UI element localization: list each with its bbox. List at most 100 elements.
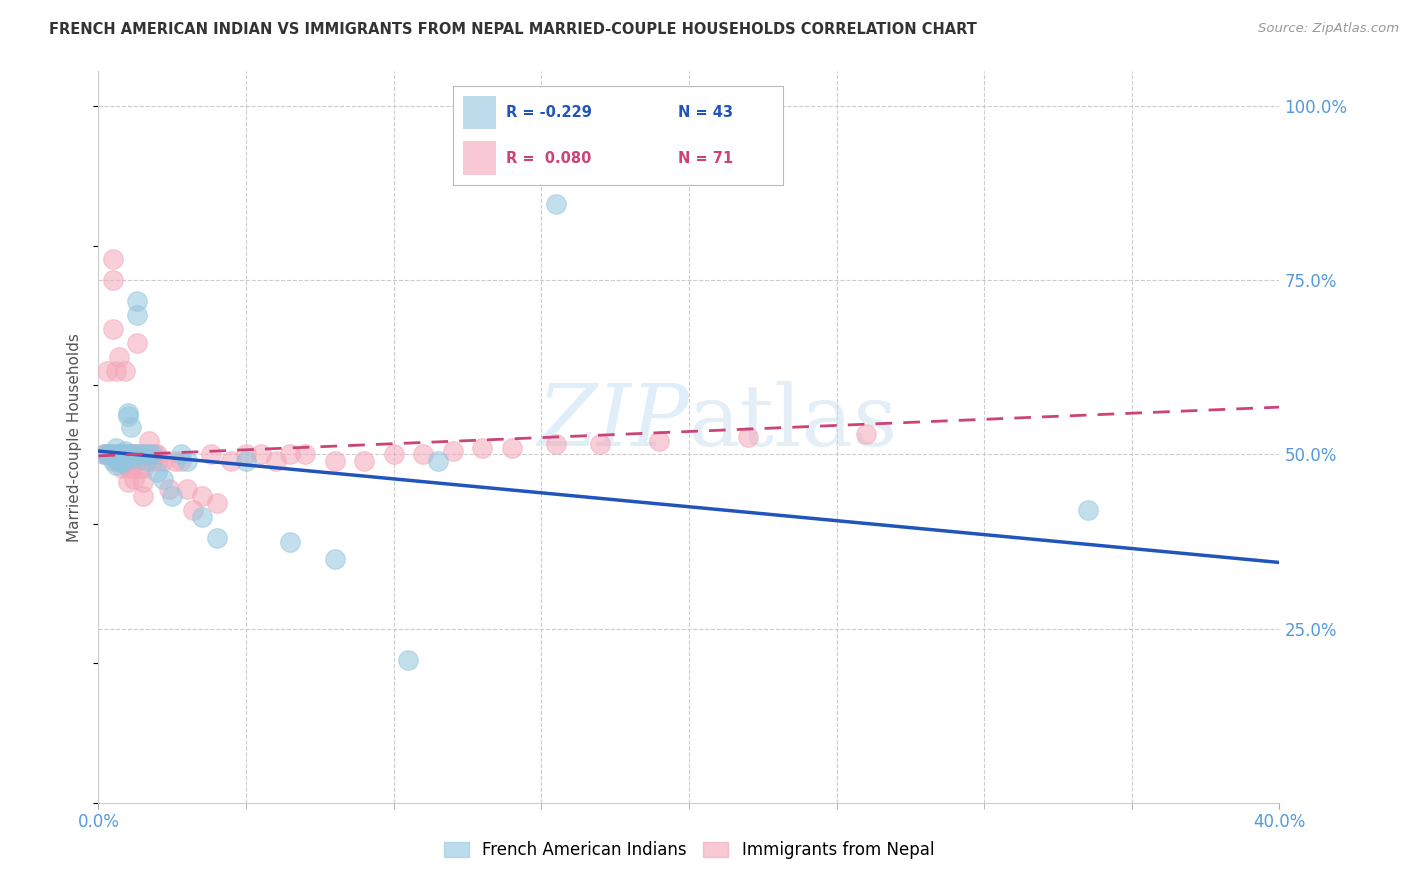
Point — [108, 448, 131, 462]
Point — [396, 653, 419, 667]
Point — [427, 454, 450, 468]
Point — [152, 454, 174, 468]
Point — [146, 465, 169, 479]
Point — [114, 448, 136, 462]
Point — [111, 448, 134, 462]
Point — [128, 448, 150, 462]
Point — [117, 409, 139, 424]
Point — [648, 434, 671, 448]
Point — [103, 454, 125, 468]
Point — [93, 448, 115, 462]
Point — [128, 461, 150, 475]
Text: atlas: atlas — [689, 381, 898, 464]
Point — [122, 454, 145, 468]
Point — [170, 448, 193, 462]
Point — [165, 454, 187, 468]
Point — [114, 364, 136, 378]
Point — [108, 448, 131, 462]
Point — [176, 454, 198, 468]
Point — [264, 454, 287, 468]
Point — [278, 534, 302, 549]
Point — [111, 461, 134, 475]
Point — [125, 336, 148, 351]
Point — [132, 489, 155, 503]
Point — [96, 448, 118, 462]
Point — [114, 453, 136, 467]
Point — [105, 448, 128, 462]
Point — [205, 496, 228, 510]
Point — [108, 350, 131, 364]
Point — [105, 454, 128, 468]
Point — [132, 461, 155, 475]
Point — [98, 448, 121, 462]
Point — [105, 364, 128, 378]
Point — [108, 454, 131, 468]
Point — [98, 448, 121, 462]
Point — [162, 489, 183, 503]
Point — [96, 448, 118, 462]
Point — [125, 448, 148, 462]
Point — [122, 450, 145, 465]
Point — [191, 489, 214, 503]
Point — [117, 448, 139, 462]
Point — [353, 454, 375, 468]
Point — [146, 448, 169, 462]
Point — [122, 448, 145, 462]
Point — [135, 448, 157, 462]
Legend: French American Indians, Immigrants from Nepal: French American Indians, Immigrants from… — [436, 833, 942, 868]
Point — [117, 448, 139, 462]
Point — [103, 322, 125, 336]
Point — [146, 454, 169, 468]
Y-axis label: Married-couple Households: Married-couple Households — [67, 333, 83, 541]
Point — [412, 448, 434, 462]
Point — [132, 448, 155, 462]
Point — [96, 364, 118, 378]
Point — [152, 472, 174, 486]
Point — [250, 448, 273, 462]
Point — [108, 454, 131, 468]
Point — [132, 475, 155, 490]
Point — [138, 434, 160, 448]
Point — [125, 308, 148, 322]
Point — [111, 456, 134, 470]
Point — [117, 475, 139, 490]
Point — [135, 454, 157, 468]
Point — [128, 448, 150, 462]
Point — [737, 430, 759, 444]
Text: Source: ZipAtlas.com: Source: ZipAtlas.com — [1258, 22, 1399, 36]
Point — [219, 454, 242, 468]
Point — [120, 448, 142, 462]
Point — [125, 454, 148, 468]
Point — [278, 448, 302, 462]
Point — [105, 458, 128, 472]
Point — [205, 531, 228, 545]
Point — [589, 437, 612, 451]
Point — [141, 448, 163, 462]
Point — [157, 483, 180, 497]
Point — [105, 450, 128, 465]
Point — [170, 454, 193, 468]
Point — [191, 510, 214, 524]
Point — [103, 273, 125, 287]
Text: ZIP: ZIP — [537, 381, 689, 464]
Point — [120, 461, 142, 475]
Point — [181, 503, 204, 517]
Point — [441, 444, 464, 458]
Point — [546, 437, 568, 451]
Point — [105, 441, 128, 455]
Point — [546, 196, 568, 211]
Point — [138, 448, 160, 462]
Point — [382, 448, 405, 462]
Point — [323, 454, 346, 468]
Point — [143, 448, 166, 462]
Point — [98, 448, 121, 462]
Point — [122, 448, 145, 462]
Point — [200, 448, 222, 462]
Point — [323, 552, 346, 566]
Point — [103, 448, 125, 462]
Point — [235, 448, 257, 462]
Point — [120, 448, 142, 462]
Text: FRENCH AMERICAN INDIAN VS IMMIGRANTS FROM NEPAL MARRIED-COUPLE HOUSEHOLDS CORREL: FRENCH AMERICAN INDIAN VS IMMIGRANTS FRO… — [49, 22, 977, 37]
Point — [176, 483, 198, 497]
Point — [141, 454, 163, 468]
